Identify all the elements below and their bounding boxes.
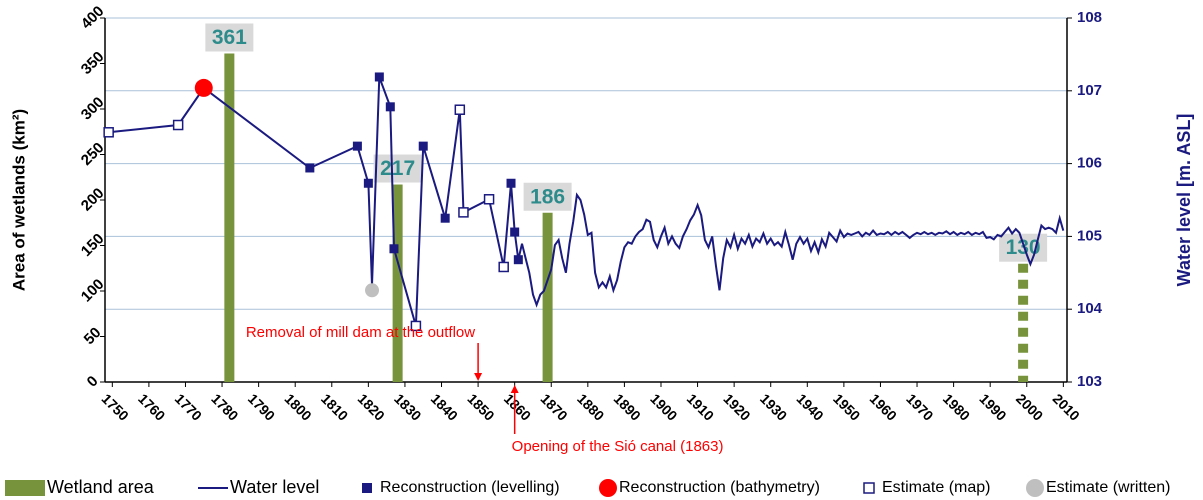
marker xyxy=(172,119,184,131)
x-tick-label: 1980 xyxy=(940,390,973,423)
marker xyxy=(103,127,114,138)
legend-label: Water level xyxy=(230,477,319,497)
x-tick-label: 1900 xyxy=(647,390,680,423)
legend-swatch xyxy=(5,480,45,496)
marker xyxy=(305,163,315,173)
x-tick-label: 1750 xyxy=(99,390,132,423)
value-label: 361 xyxy=(212,26,247,49)
y-tick-label: 200 xyxy=(78,185,108,215)
x-tick-label: 1890 xyxy=(611,390,644,423)
y-tick-label: 350 xyxy=(78,48,108,78)
x-tick-label: 1760 xyxy=(135,390,168,423)
x-tick-label: 1990 xyxy=(976,390,1009,423)
y-axis-title: Area of wetlands (km²) xyxy=(9,109,28,291)
x-tick-label: 1780 xyxy=(208,390,241,423)
value-label: 130 xyxy=(1006,236,1041,259)
legend-label: Wetland area xyxy=(47,477,155,497)
marker xyxy=(458,207,469,218)
legend-label: Reconstruction (levelling) xyxy=(380,479,560,496)
marker xyxy=(352,141,362,151)
y-tick-label: 400 xyxy=(78,3,108,33)
marker xyxy=(454,104,466,115)
marker xyxy=(194,78,213,97)
x-tick-label: 1950 xyxy=(830,390,863,423)
y-tick-label: 300 xyxy=(78,94,108,124)
marker xyxy=(440,213,450,223)
x-tick-label: 1810 xyxy=(318,390,351,423)
marker xyxy=(483,194,495,205)
marker xyxy=(498,261,509,273)
x-tick-label: 1800 xyxy=(281,390,314,423)
y2-tick-label: 107 xyxy=(1077,82,1102,99)
line xyxy=(108,76,1065,327)
value-label-box xyxy=(205,23,254,52)
marker xyxy=(385,102,395,112)
x-tick-label: 1830 xyxy=(391,390,424,423)
annotation: Removal of mill dam at the outflow xyxy=(246,324,475,341)
value-label: 217 xyxy=(380,157,415,180)
x-tick-label: 1910 xyxy=(684,390,717,423)
y2-tick-label: 104 xyxy=(1077,300,1103,317)
value-label-box xyxy=(373,154,422,183)
x-tick-label: 2010 xyxy=(1050,390,1083,423)
x-tick-label: 1920 xyxy=(720,390,753,423)
x-tick-label: 1970 xyxy=(903,390,936,423)
legend-swatch xyxy=(599,479,617,497)
y2-tick-label: 108 xyxy=(1077,9,1102,26)
y2-axis-title: Water level [m. ASL] xyxy=(1174,114,1194,287)
y2-tick-label: 106 xyxy=(1077,155,1102,172)
x-tick-label: 1790 xyxy=(245,390,278,423)
marker xyxy=(363,178,373,188)
x-tick-label: 1840 xyxy=(428,390,461,423)
annotation-arrowhead xyxy=(510,385,519,393)
marker xyxy=(365,283,380,298)
legend-swatch xyxy=(863,482,875,494)
x-tick-label: 1930 xyxy=(757,390,790,423)
legend-swatch xyxy=(362,483,372,493)
legend-label: Estimate (written) xyxy=(1046,479,1170,496)
marker xyxy=(506,178,516,188)
marker xyxy=(510,227,520,237)
bar xyxy=(542,212,553,382)
y-tick-label: 0 xyxy=(84,373,102,391)
x-tick-label: 1820 xyxy=(355,390,388,423)
y-tick-label: 50 xyxy=(81,324,105,348)
y-tick-label: 100 xyxy=(78,276,108,306)
x-tick-label: 1960 xyxy=(867,390,900,423)
x-tick-label: 1880 xyxy=(574,390,607,423)
x-tick-label: 1770 xyxy=(172,390,205,423)
legend-label: Estimate (map) xyxy=(882,479,990,496)
annotation-arrowhead xyxy=(474,373,483,381)
x-tick-label: 1860 xyxy=(501,390,534,423)
x-tick-label: 2000 xyxy=(1013,390,1046,423)
x-tick-label: 1940 xyxy=(794,390,827,423)
annotation: Opening of the Sió canal (1863) xyxy=(512,438,724,455)
legend-swatch xyxy=(1026,479,1044,497)
marker xyxy=(374,72,384,82)
y2-tick-label: 103 xyxy=(1077,373,1102,390)
y2-tick-label: 105 xyxy=(1077,227,1102,244)
value-label-box xyxy=(523,182,572,211)
bar xyxy=(392,184,403,382)
value-label: 186 xyxy=(530,185,565,208)
y-tick-label: 250 xyxy=(78,139,108,169)
marker xyxy=(389,244,399,254)
x-tick-label: 1870 xyxy=(537,390,570,423)
bar xyxy=(224,53,235,383)
y-tick-label: 150 xyxy=(78,230,108,260)
marker xyxy=(513,255,523,265)
x-tick-label: 1850 xyxy=(464,390,497,423)
legend-label: Reconstruction (bathymetry) xyxy=(619,479,820,496)
marker xyxy=(410,320,422,332)
marker xyxy=(418,141,428,151)
